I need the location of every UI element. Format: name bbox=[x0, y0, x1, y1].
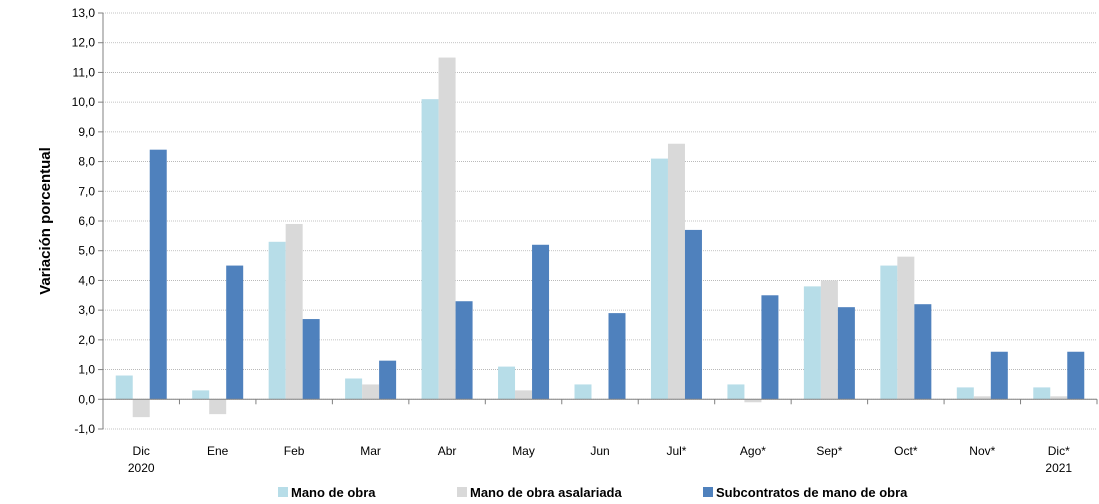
x-tick-label: Abr bbox=[438, 444, 457, 458]
x-year-label: 2021 bbox=[1045, 461, 1072, 475]
y-tick-label: -1,0 bbox=[74, 422, 95, 436]
legend-swatch-1 bbox=[457, 487, 467, 497]
bar-series-2-1 bbox=[226, 265, 244, 400]
y-tick-label: 4,0 bbox=[78, 273, 95, 287]
x-tick-label: Oct* bbox=[894, 444, 918, 458]
y-tick-label: 8,0 bbox=[78, 155, 95, 169]
x-tick-label: Jun bbox=[590, 444, 609, 458]
bar-series-2-5 bbox=[532, 244, 550, 400]
x-tick-label: Dic bbox=[133, 444, 150, 458]
bar-series-0-3 bbox=[345, 378, 363, 400]
bar-series-0-8 bbox=[727, 384, 745, 400]
bar-series-2-11 bbox=[990, 351, 1008, 400]
y-tick-label: 13,0 bbox=[72, 6, 96, 20]
bar-series-1-9 bbox=[820, 280, 838, 400]
x-tick-label: Ago* bbox=[740, 444, 766, 458]
x-tick-label: Dic* bbox=[1048, 444, 1070, 458]
bar-series-1-7 bbox=[667, 143, 685, 400]
bar-series-0-0 bbox=[115, 375, 133, 400]
bar-series-2-0 bbox=[149, 149, 167, 400]
y-tick-label: 10,0 bbox=[72, 95, 96, 109]
y-tick-label: 12,0 bbox=[72, 36, 96, 50]
y-tick-label: 9,0 bbox=[78, 125, 95, 139]
bar-series-1-8 bbox=[744, 399, 762, 403]
legend-label-0: Mano de obra bbox=[291, 485, 376, 500]
x-tick-label: Nov* bbox=[969, 444, 995, 458]
bar-series-2-7 bbox=[684, 229, 702, 400]
y-tick-label: 7,0 bbox=[78, 184, 95, 198]
y-axis-label: Variación porcentual bbox=[37, 147, 54, 295]
x-tick-label: Sep* bbox=[816, 444, 842, 458]
bar-series-0-2 bbox=[268, 241, 286, 400]
bar-series-2-4 bbox=[455, 301, 473, 400]
legend-swatch-2 bbox=[703, 487, 713, 497]
y-tick-label: 2,0 bbox=[78, 333, 95, 347]
bar-series-0-5 bbox=[498, 366, 516, 400]
x-tick-label: May bbox=[512, 444, 535, 458]
bar-series-2-3 bbox=[379, 360, 397, 400]
x-tick-label: Mar bbox=[360, 444, 381, 458]
bar-series-1-1 bbox=[209, 399, 227, 415]
y-tick-label: 6,0 bbox=[78, 214, 95, 228]
legend: Mano de obra Mano de obra asalariada Subco… bbox=[278, 485, 908, 500]
bar-series-0-11 bbox=[956, 387, 974, 400]
y-tick-label: 3,0 bbox=[78, 303, 95, 317]
bars bbox=[115, 57, 1085, 418]
y-tick-label: 5,0 bbox=[78, 244, 95, 258]
bar-series-1-0 bbox=[132, 399, 150, 418]
bar-series-1-11 bbox=[973, 396, 991, 400]
bar-series-1-4 bbox=[438, 57, 456, 400]
bar-series-1-5 bbox=[515, 390, 533, 400]
legend-label-2: Subcontratos de mano de obra bbox=[716, 485, 908, 500]
bar-series-0-9 bbox=[803, 286, 821, 400]
x-tick-labels: Dic 2020 Ene Feb Mar Abr May Jun Jul* Ago* Sep* Oct… bbox=[128, 444, 1073, 475]
gridlines bbox=[98, 12, 1097, 430]
bar-series-2-9 bbox=[837, 307, 855, 400]
x-tick-label: Feb bbox=[284, 444, 305, 458]
x-year-label: 2020 bbox=[128, 461, 155, 475]
bar-series-2-6 bbox=[608, 313, 626, 400]
bar-series-1-2 bbox=[285, 223, 303, 400]
bar-series-0-7 bbox=[650, 158, 668, 400]
bar-series-0-10 bbox=[880, 265, 898, 400]
bar-series-0-4 bbox=[421, 99, 439, 400]
y-tick-label: 1,0 bbox=[78, 363, 95, 377]
bar-series-2-2 bbox=[302, 319, 320, 400]
y-tick-label: 11,0 bbox=[73, 65, 96, 79]
bar-series-0-6 bbox=[574, 384, 592, 400]
legend-swatch-0 bbox=[278, 487, 288, 497]
bar-series-0-12 bbox=[1033, 387, 1051, 400]
legend-label-1: Mano de obra asalariada bbox=[470, 485, 622, 500]
bar-series-2-12 bbox=[1067, 351, 1085, 400]
x-tick-label: Jul* bbox=[666, 444, 686, 458]
bar-series-1-10 bbox=[897, 256, 915, 400]
y-tick-labels: -1,0 0,0 1,0 2,0 3,0 4,0 5,0 6,0 7,0 8,0 9,0 10,0 11… bbox=[72, 6, 96, 436]
bar-series-1-3 bbox=[362, 384, 380, 400]
bar-series-2-8 bbox=[761, 295, 779, 400]
bar-series-0-1 bbox=[192, 390, 210, 400]
bar-series-2-10 bbox=[914, 304, 932, 400]
axes bbox=[102, 13, 1098, 429]
x-tick-label: Ene bbox=[207, 444, 229, 458]
y-tick-label: 0,0 bbox=[78, 392, 95, 406]
bar-series-1-12 bbox=[1050, 396, 1068, 400]
